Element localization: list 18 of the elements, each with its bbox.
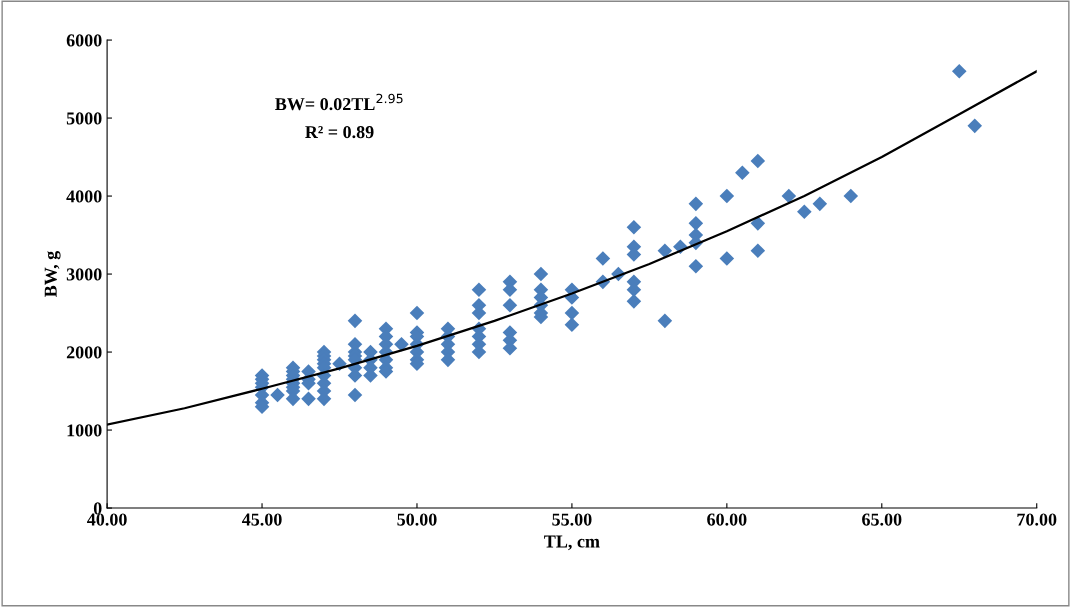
x-tick-label: 60.00 <box>707 513 747 526</box>
x-tick-label: 55.00 <box>552 513 592 526</box>
x-tick-label: 45.00 <box>241 513 282 526</box>
y-tick-label: 5000 <box>66 112 102 125</box>
y-tick-label: 6000 <box>66 34 102 47</box>
annotation: R² = 0.89 <box>305 126 374 139</box>
x-tick-label: 50.00 <box>397 513 437 526</box>
x-tick-label: 65.00 <box>862 513 902 526</box>
x-axis-title: TL, cm <box>544 535 600 551</box>
y-tick-label: 3000 <box>66 268 102 281</box>
y-tick-label: 4000 <box>66 190 102 203</box>
x-tick-label: 70.00 <box>1017 513 1057 526</box>
y-tick-label: 1000 <box>67 424 102 437</box>
y-axis-title: BW, g <box>44 250 61 298</box>
y-tick-label: 2000 <box>66 346 102 359</box>
y-tick-label: 0 <box>93 502 102 515</box>
annotation: BW= 0.02TL$^{2.95}$ <box>275 93 403 111</box>
x-tick-label: 40.00 <box>87 513 127 526</box>
